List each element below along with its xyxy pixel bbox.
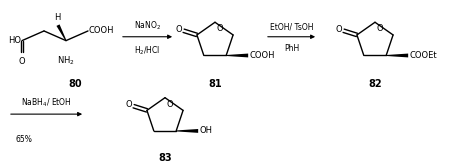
Text: EtOH/ TsOH: EtOH/ TsOH <box>270 23 313 32</box>
Text: NH$_2$: NH$_2$ <box>57 54 75 67</box>
Polygon shape <box>56 24 66 41</box>
Text: OH: OH <box>199 126 212 135</box>
Text: COOEt: COOEt <box>409 51 437 60</box>
Text: 65%: 65% <box>15 135 32 144</box>
Text: O: O <box>336 25 342 34</box>
Text: NaNO$_2$: NaNO$_2$ <box>134 19 161 32</box>
Text: HO: HO <box>8 36 21 45</box>
Text: O: O <box>18 57 25 66</box>
Text: O: O <box>175 25 182 34</box>
Polygon shape <box>386 54 408 57</box>
Polygon shape <box>176 129 198 133</box>
Text: COOH: COOH <box>89 26 115 35</box>
Text: NaBH$_4$/ EtOH: NaBH$_4$/ EtOH <box>21 97 72 109</box>
Text: O: O <box>126 100 132 109</box>
Text: COOH: COOH <box>249 51 274 60</box>
Text: 80: 80 <box>68 79 82 89</box>
Text: 83: 83 <box>158 153 172 163</box>
Text: O: O <box>377 24 383 33</box>
Text: O: O <box>167 100 173 109</box>
Text: 81: 81 <box>208 79 222 89</box>
Polygon shape <box>226 54 248 57</box>
Text: H$_2$/HCl: H$_2$/HCl <box>134 44 161 57</box>
Text: 82: 82 <box>368 79 382 89</box>
Text: H: H <box>54 13 60 22</box>
Text: PhH: PhH <box>284 44 299 53</box>
Text: O: O <box>217 24 224 33</box>
